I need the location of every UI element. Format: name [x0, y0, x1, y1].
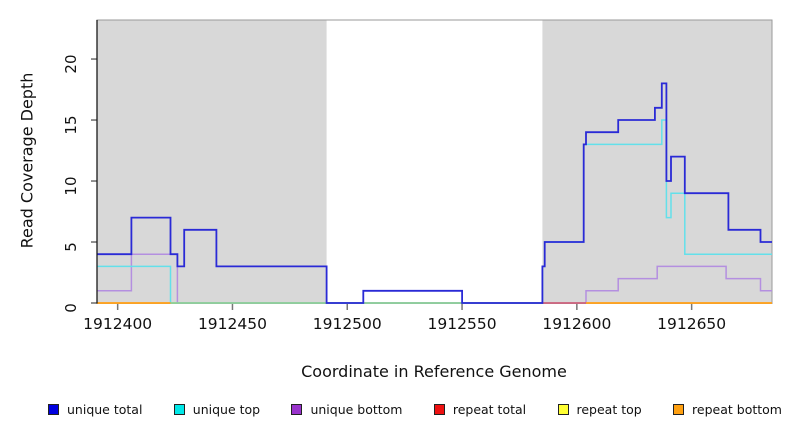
legend-swatch-unique-top	[173, 403, 185, 415]
legend-swatch-unique-bottom	[291, 403, 303, 415]
legend-item-repeat-top: repeat top	[557, 401, 642, 417]
legend-item-repeat-bottom: repeat bottom	[673, 402, 782, 417]
tick-label: 1912450	[198, 315, 267, 333]
legend-label: unique total	[67, 401, 143, 417]
series-unique-total	[97, 82, 772, 304]
y-axis-label: Read Coverage Depth	[17, 72, 37, 249]
tick-label: 1912650	[657, 315, 726, 333]
legend-item-unique-top: unique top	[173, 401, 261, 417]
series-unique-bottom	[97, 253, 772, 304]
tick-label: 1912400	[83, 315, 152, 333]
legend-label: repeat bottom	[692, 401, 782, 417]
tick-label: 10	[62, 176, 80, 195]
legend-item-repeat-total: repeat total	[433, 401, 527, 417]
masked-region	[97, 20, 327, 304]
coverage-plot: 1912400 1912450 1912500 1912550 1912600 19126…	[62, 19, 773, 333]
legend-item-unique-bottom: unique bottom	[291, 401, 403, 417]
legend-swatch-repeat-total	[433, 403, 445, 415]
legend: unique total unique top unique bottom repea…	[48, 398, 782, 420]
tick-label: 15	[62, 115, 80, 134]
tick-label: 20	[62, 54, 80, 73]
tick-label: 0	[62, 303, 80, 313]
legend-label: repeat top	[576, 401, 642, 417]
legend-label: unique top	[192, 401, 261, 417]
legend-swatch-repeat-top	[557, 403, 569, 415]
tick-label: 1912600	[542, 315, 611, 333]
x-axis-label: Coordinate in Reference Genome	[301, 362, 567, 381]
legend-swatch-unique-total	[48, 403, 59, 415]
legend-label: unique bottom	[310, 401, 403, 417]
legend-label: repeat total	[452, 401, 527, 417]
legend-item-unique-total: unique total	[48, 402, 142, 417]
tick-label: 1912500	[313, 315, 382, 333]
tick-label: 5	[62, 242, 80, 252]
tick-label: 1912550	[428, 315, 497, 333]
masked-region	[542, 20, 772, 304]
legend-swatch-repeat-bottom	[673, 403, 685, 415]
